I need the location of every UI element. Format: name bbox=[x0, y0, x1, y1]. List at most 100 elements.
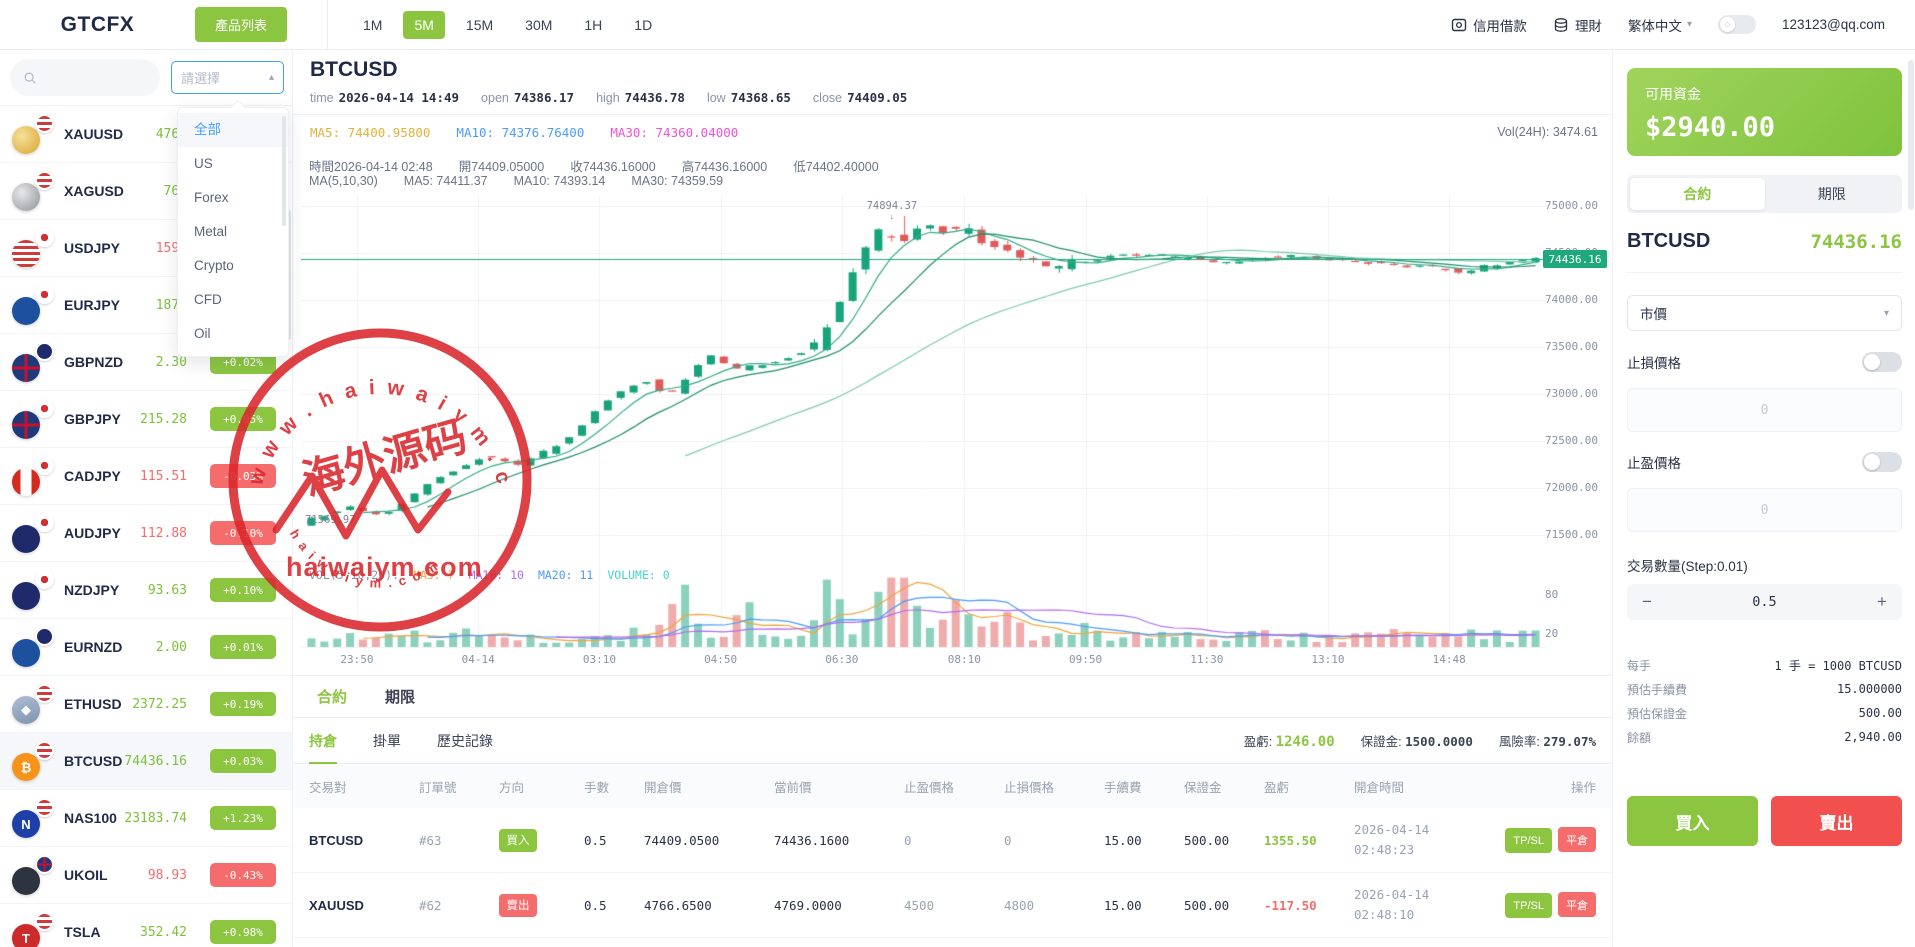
high-marker-arrow-icon: ↓ bbox=[889, 210, 895, 221]
instrument-row-xagusd[interactable]: XAGUSD 76. bbox=[0, 163, 292, 220]
overlay2-part-3: MA30: 74359.59 bbox=[631, 174, 724, 188]
timeframe-tab-5m[interactable]: 5M bbox=[403, 10, 445, 39]
quantity-decrease-button[interactable]: − bbox=[1642, 592, 1652, 611]
available-funds-card: 可用資金 $2940.00 bbox=[1627, 68, 1902, 156]
positions-tab-掛單[interactable]: 掛單 bbox=[373, 732, 401, 749]
instrument-pair-icon bbox=[12, 285, 56, 325]
ma-legend-item-2: MA30: 74360.04000 bbox=[610, 125, 739, 140]
dropdown-option-oil[interactable]: Oil bbox=[194, 326, 211, 341]
positions-table-header: 交易對 訂單號 方向 手數 開倉價 當前價 止盈價格 止損價格 手續費 保證金 盈虧 開倉時間 操作 bbox=[293, 764, 1612, 808]
timeframe-tab-30m[interactable]: 30M bbox=[525, 16, 553, 33]
app-logo: GTCFX bbox=[60, 12, 135, 36]
tsla-icon: T bbox=[12, 924, 40, 947]
timeframe-tab-1h[interactable]: 1H bbox=[584, 16, 603, 33]
dropdown-option-metal[interactable]: Metal bbox=[194, 224, 228, 239]
jp-flag-icon bbox=[35, 513, 54, 532]
stat-0: 盈虧: 1246.00 bbox=[1243, 734, 1335, 750]
trade-panel: 可用資金 $2940.00 合約 期限 BTCUSD 74436.16 市價 ▾ … bbox=[1612, 50, 1915, 947]
theme-toggle[interactable]: ☼ bbox=[1717, 15, 1756, 34]
sidebar-filters: 請選擇 ▴ bbox=[0, 50, 292, 106]
time-tick-09:50: 09:50 bbox=[1068, 653, 1103, 666]
col-止損價格: 止損價格 bbox=[1004, 780, 1055, 795]
instrument-row-btcusd[interactable]: ₿ BTCUSD 74436.16 +0.03% bbox=[0, 733, 292, 790]
theme-toggle-knob: ☼ bbox=[1719, 17, 1735, 32]
wealth-link[interactable]: 理財 bbox=[1553, 15, 1602, 35]
buy-button[interactable]: 買入 bbox=[1627, 796, 1758, 846]
category-select[interactable]: 請選擇 ▴ bbox=[171, 61, 284, 94]
row-sl: 0 bbox=[1004, 832, 1012, 848]
instrument-row-gbpjpy[interactable]: GBPJPY 215.28 +0.05% bbox=[0, 391, 292, 448]
take-profit-toggle[interactable] bbox=[1862, 452, 1902, 472]
instrument-change-badge: +0.03% bbox=[210, 749, 276, 773]
sell-button[interactable]: 賣出 bbox=[1771, 796, 1902, 846]
tpsl-button[interactable]: TP/SL bbox=[1505, 828, 1552, 853]
stop-loss-input[interactable] bbox=[1627, 388, 1902, 432]
language-selector[interactable]: 繁体中文 ▾ bbox=[1628, 15, 1692, 35]
instrument-row-eurnzd[interactable]: EURNZD 2.00 +0.01% bbox=[0, 619, 292, 676]
page-scrollbar[interactable] bbox=[1908, 60, 1914, 210]
overlay2-part-2: MA10: 74393.14 bbox=[513, 174, 606, 188]
trade-tab-期限[interactable]: 期限 bbox=[1817, 186, 1846, 202]
instrument-list: XAUUSD 4769 XAGUSD 76. USDJPY 159. EURJPY 187. G… bbox=[0, 106, 292, 947]
quantity-increase-button[interactable]: + bbox=[1877, 592, 1887, 611]
instrument-change-badge: +0.19% bbox=[210, 692, 276, 716]
dropdown-option-crypto[interactable]: Crypto bbox=[194, 258, 234, 273]
instrument-row-nzdjpy[interactable]: NZDJPY 93.63 +0.10% bbox=[0, 562, 292, 619]
instrument-row-eurjpy[interactable]: EURJPY 187. bbox=[0, 277, 292, 334]
close-position-button[interactable]: 平倉 bbox=[1558, 827, 1596, 852]
instrument-row-tsla[interactable]: T TSLA 352.42 +0.98% bbox=[0, 904, 292, 947]
dropdown-option-forex[interactable]: Forex bbox=[194, 190, 229, 205]
credit-loan-link[interactable]: 信用借款 bbox=[1451, 15, 1527, 35]
instrument-symbol: GBPJPY bbox=[64, 411, 121, 427]
us-flag-icon bbox=[35, 741, 54, 760]
tpsl-button[interactable]: TP/SL bbox=[1505, 893, 1552, 918]
chevron-down-icon: ▾ bbox=[1686, 19, 1692, 30]
products-list-button[interactable]: 產品列表 bbox=[195, 7, 288, 42]
dropdown-option-全部[interactable]: 全部 bbox=[178, 113, 288, 147]
instrument-symbol: XAUUSD bbox=[64, 126, 124, 142]
ma-legend-item-1: MA10: 74376.76400 bbox=[456, 125, 585, 140]
dropdown-option-us[interactable]: US bbox=[194, 156, 213, 171]
positions-table: 交易對 訂單號 方向 手數 開倉價 當前價 止盈價格 止損價格 手續費 保證金 盈虧 開倉時間 操作 B… bbox=[293, 764, 1612, 947]
instrument-row-ethusd[interactable]: ◆ ETHUSD 2372.25 +0.19% bbox=[0, 676, 292, 733]
group-tab-期限[interactable]: 期限 bbox=[385, 689, 416, 706]
quantity-input[interactable] bbox=[1667, 594, 1862, 610]
instrument-pair-icon: T bbox=[12, 912, 56, 947]
dropdown-scrollbar[interactable] bbox=[282, 116, 286, 226]
instrument-row-nas100[interactable]: N NAS100 23183.74 +1.23% bbox=[0, 790, 292, 847]
instrument-price: 74436.16 bbox=[124, 753, 187, 769]
us-flag-icon bbox=[35, 171, 54, 190]
order-type-select[interactable]: 市價 ▾ bbox=[1627, 295, 1902, 331]
ohlc-time: time 2026-04-14 14:49 bbox=[310, 90, 460, 105]
side-badge: 買入 bbox=[499, 828, 537, 852]
stop-loss-toggle[interactable] bbox=[1862, 352, 1902, 372]
timeframe-tabs: 1M 5M 15M 30M 1H 1D bbox=[352, 10, 663, 39]
close-position-button[interactable]: 平倉 bbox=[1558, 892, 1596, 917]
uk-icon bbox=[12, 354, 40, 382]
take-profit-input[interactable] bbox=[1627, 488, 1902, 532]
timeframe-tab-1d[interactable]: 1D bbox=[634, 16, 653, 33]
instrument-symbol: BTCUSD bbox=[64, 753, 123, 769]
positions-tab-歷史記錄[interactable]: 歷史記錄 bbox=[437, 732, 493, 749]
instrument-row-audjpy[interactable]: AUDJPY 112.88 -0.10% bbox=[0, 505, 292, 562]
ohlc-high: high 74436.78 bbox=[596, 90, 685, 105]
time-tick-03:10: 03:10 bbox=[582, 653, 616, 666]
price-tick-73500.00: 73500.00 bbox=[1545, 340, 1598, 353]
timeframe-tab-1m[interactable]: 1M bbox=[363, 16, 383, 33]
group-tab-合約[interactable]: 合約 bbox=[317, 689, 348, 706]
order-details: 每手 1 手 = 1000 BTCUSD 預估手續費 15.000000 預估保證金 50… bbox=[1627, 653, 1902, 749]
instrument-row-ukoil[interactable]: UKOIL 98.93 -0.43% bbox=[0, 847, 292, 904]
positions-tab-持倉[interactable]: 持倉 bbox=[309, 718, 337, 764]
ohlc-high-value: 74436.78 bbox=[624, 90, 685, 105]
timeframe-tab-15m[interactable]: 15M bbox=[465, 16, 494, 33]
instrument-pair-icon bbox=[12, 456, 56, 496]
col-開倉時間: 開倉時間 bbox=[1354, 780, 1405, 795]
trade-tab-合約[interactable]: 合約 bbox=[1630, 178, 1765, 210]
search-input[interactable] bbox=[10, 59, 160, 96]
nz-flag-icon bbox=[35, 342, 54, 361]
instrument-price: 98.93 bbox=[147, 867, 187, 883]
dropdown-option-cfd[interactable]: CFD bbox=[194, 292, 222, 307]
instrument-row-cadjpy[interactable]: CADJPY 115.51 -0.03% bbox=[0, 448, 292, 505]
contract-group-tabs: 合約 期限 bbox=[293, 675, 1612, 718]
